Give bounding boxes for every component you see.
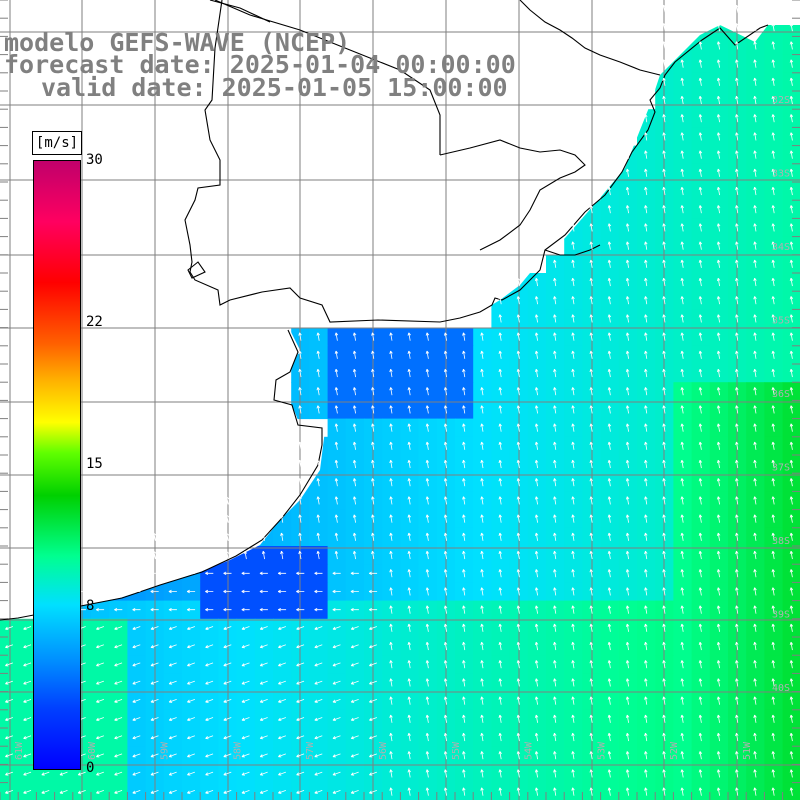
land-mask — [0, 0, 800, 620]
longitude-label: 54W — [524, 741, 535, 760]
latitude-label: 34S — [772, 242, 790, 253]
longitude-label: 56W — [378, 741, 389, 760]
colorbar-units: [m/s] — [32, 131, 82, 155]
map-title-model: modelo GEFS-WAVE (NCEP) — [4, 28, 351, 57]
latitude-label: 36S — [772, 389, 790, 400]
longitude-label: 59W — [160, 741, 171, 760]
colorbar-tick-label: 15 — [86, 456, 103, 472]
longitude-label: 52W — [669, 741, 680, 760]
longitude-label: 55W — [451, 741, 462, 760]
colorbar-tick-label: 30 — [86, 152, 103, 168]
wind-arrows — [5, 4, 794, 796]
latitude-label: 37S — [772, 463, 790, 474]
longitude-labels: 61W 60W 59W 58W 57W 56W 55W 54W 53W 52W 51W — [14, 741, 753, 760]
longitude-label: 60W — [87, 741, 98, 760]
colorbar-tick-label: 8 — [86, 597, 95, 614]
map-title-valid-date: valid date: 2025-01-05 15:00:00 — [41, 73, 508, 102]
latitude-label: 39S — [772, 610, 790, 621]
map-title-forecast-date: forecast date: 2025-01-04 00:00:00 — [4, 50, 516, 79]
latitude-label: 40S — [772, 683, 790, 694]
colorbar — [33, 160, 81, 770]
latitude-label: 32S — [772, 95, 790, 106]
longitude-label: 58W — [232, 741, 243, 760]
colorbar-tick-label: 0 — [86, 760, 95, 776]
latitude-label: 35S — [772, 316, 790, 327]
coastline — [0, 0, 769, 621]
longitude-label: 53W — [596, 741, 607, 760]
latitude-label: 33S — [772, 169, 790, 180]
longitude-label: 61W — [14, 741, 25, 760]
longitude-label: 57W — [305, 741, 316, 760]
latitude-label: 38S — [772, 536, 790, 547]
latitude-labels: 32S 33S 34S 35S 36S 37S 38S 39S 40S — [772, 95, 790, 694]
colorbar-tick-label: 22 — [86, 314, 103, 331]
longitude-label: 51W — [742, 741, 753, 760]
